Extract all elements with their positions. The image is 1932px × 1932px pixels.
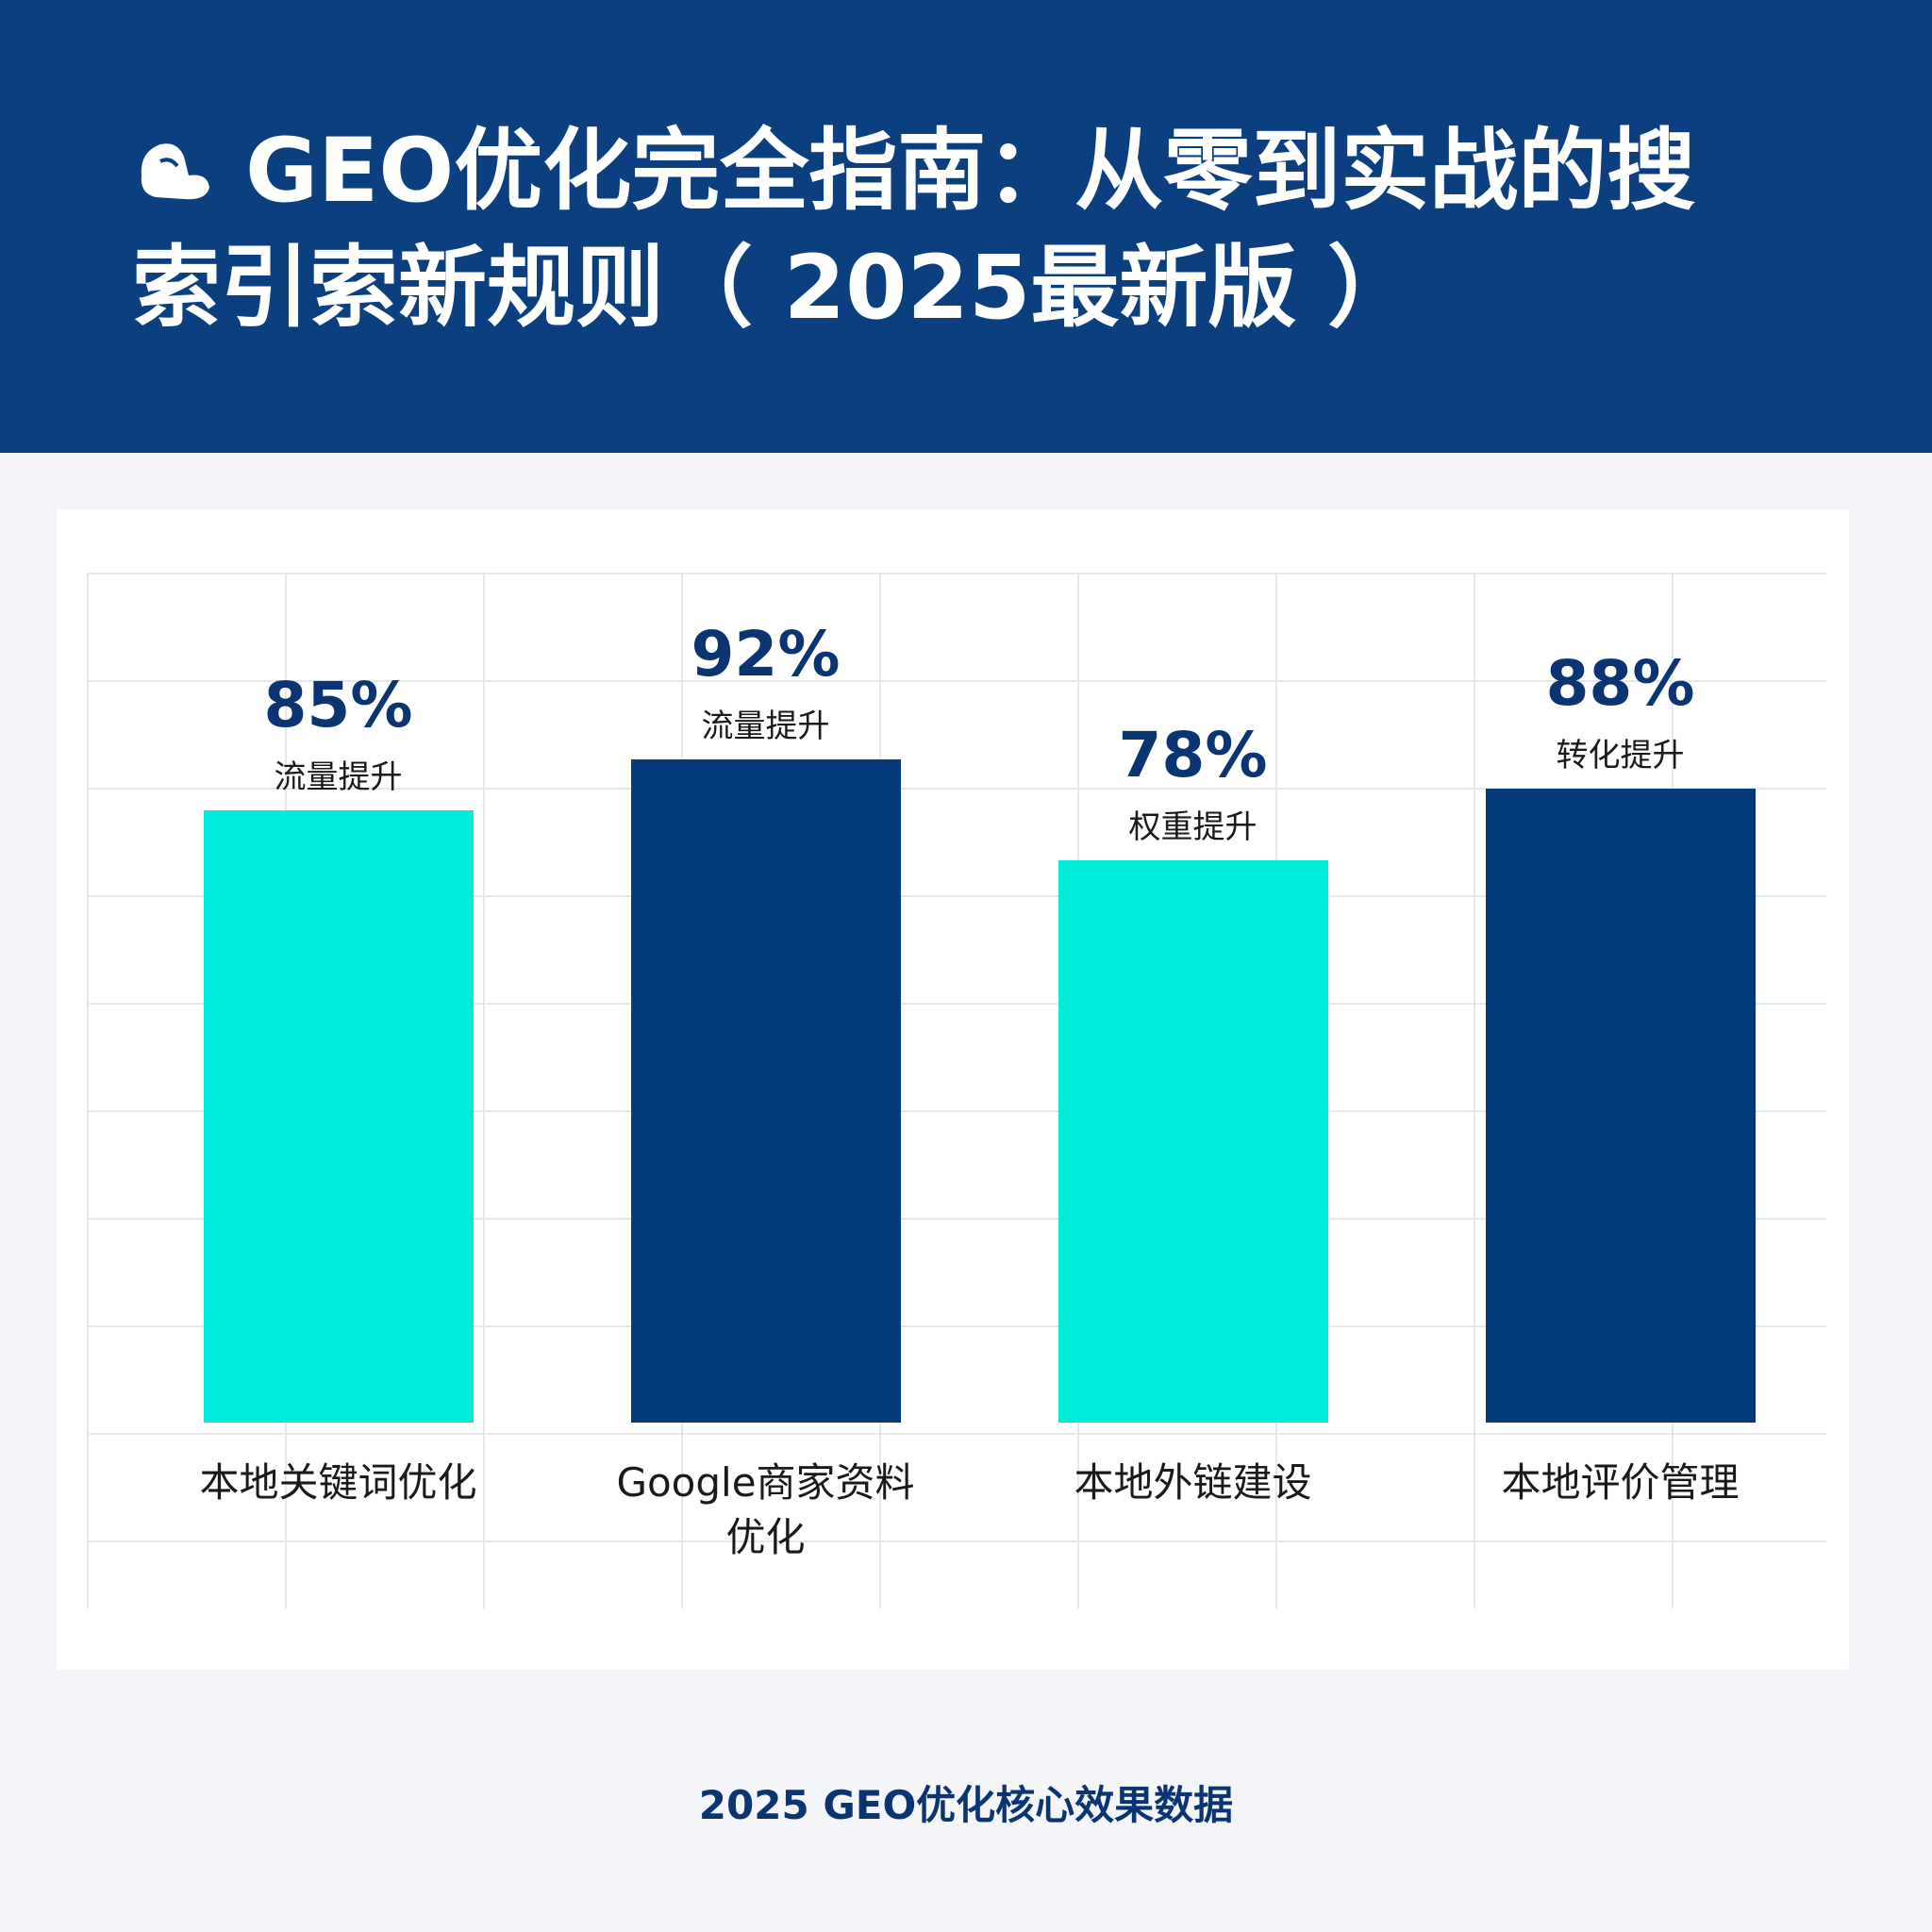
bar [1485,788,1756,1423]
header: GEO优化完全指南：从零到实战的搜索引索新规则（ 2025最新版 ） [0,0,1932,453]
bar-annotation: 流量提升 [701,708,830,746]
x-tick-label: Google商家资料优化 [616,1459,915,1560]
bar-annotation: 流量提升 [274,758,403,796]
x-tick-label: 本地关键词优化 [199,1459,477,1506]
bar [203,809,474,1423]
value-label: 92% [691,618,841,691]
x-tick-label: 本地外链建设 [1074,1459,1312,1506]
title-icon [141,143,209,200]
caption: 2025 GEO优化核心效果数据 [698,1782,1234,1828]
x-tick-label: 本地评价管理 [1501,1459,1740,1506]
bar-annotation: 转化提升 [1556,736,1685,774]
chart-title: GEO优化完全指南：从零到实战的搜索引索新规则（ 2025最新版 ） [132,120,1696,340]
bar-annotation: 权重提升 [1128,808,1257,847]
value-label: 85% [263,668,413,741]
bar [1058,860,1328,1423]
bar [630,759,901,1423]
title-block: GEO优化完全指南：从零到实战的搜索引索新规则（ 2025最新版 ） [132,113,1717,347]
value-label: 78% [1118,719,1268,792]
value-label: 88% [1545,646,1695,720]
